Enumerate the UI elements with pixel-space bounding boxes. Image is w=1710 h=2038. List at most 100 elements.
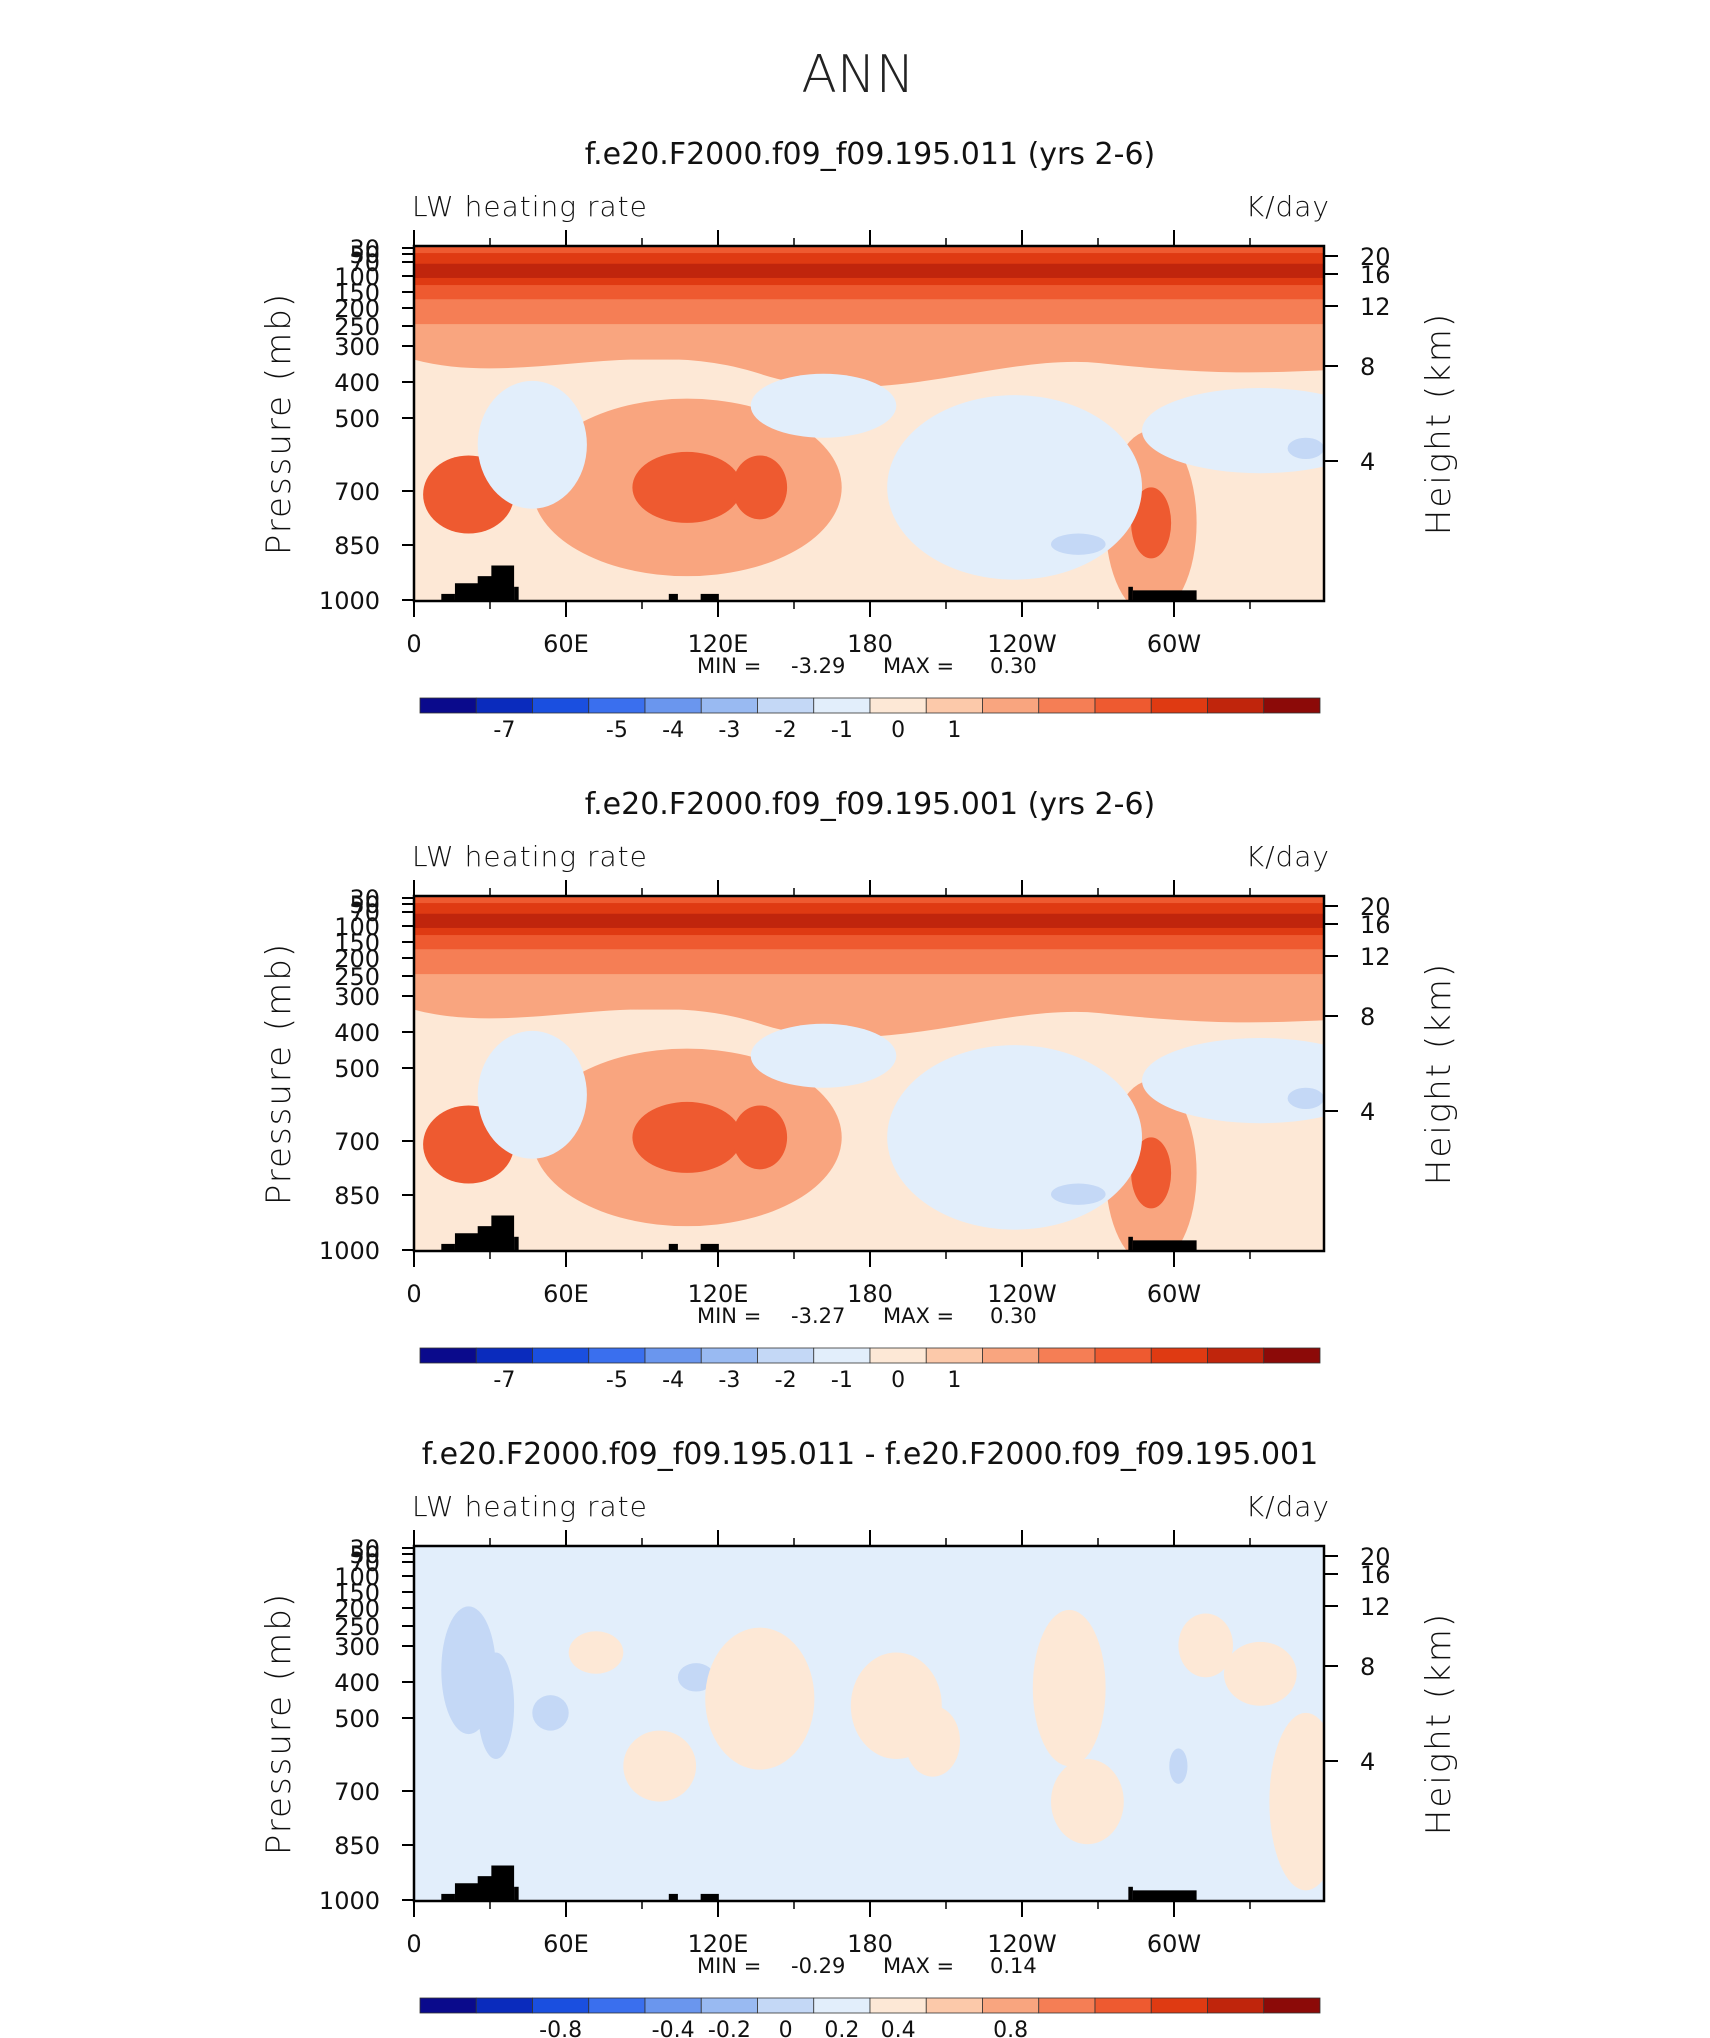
colorbar-label: -0.2 [708,2018,751,2038]
y-axis-title: Pressure (mb) [259,1592,299,1855]
contour-fill [1131,1137,1172,1209]
x-tick-label: 180 [847,630,893,658]
x-tick-label: 0 [406,630,421,658]
terrain-mask [441,1243,455,1251]
contour-fill [1269,1712,1324,1891]
terrain-mask [1128,1886,1133,1901]
colorbar-label: -1 [831,718,853,743]
contour-fill [1287,1087,1324,1109]
contour-field [414,246,1324,601]
colorbar-label: -7 [493,718,515,743]
colorbar-swatch [700,697,758,714]
colorbar-swatch [757,1997,815,2014]
y-tick-label: 150 [334,929,380,957]
y-right-axis-title: Height (km) [1419,962,1459,1185]
y-tick-label: 700 [334,1128,380,1156]
x-tick-label: 120E [688,630,749,658]
terrain-mask [514,1886,519,1901]
terrain-mask [700,593,719,601]
y-right-tick-label: 20 [1360,1543,1391,1571]
colorbar-swatch [1207,697,1265,714]
colorbar-label: -4 [662,1368,684,1393]
y-tick-label: 700 [334,1778,380,1806]
contour-fill [1223,1641,1297,1706]
y-right-tick-label: 16 [1360,1561,1391,1589]
min-value: -0.29 [791,1954,845,1978]
colorbar-swatch [982,697,1040,714]
contour-fill [732,1105,788,1170]
y-right-tick-label: 16 [1360,911,1391,939]
y-right-tick-label: 12 [1360,293,1391,321]
chart-panel-3: f.e20.F2000.f09_f09.195.011 - f.e20.F200… [259,1437,1459,2038]
colorbar-swatch [532,697,590,714]
y-right-tick-label: 16 [1360,261,1391,289]
contour-fill [1142,388,1324,474]
colorbar-swatch [982,1997,1040,2014]
figure-title: ANN [801,45,914,105]
min-label: MIN = [697,654,761,678]
y-tick-label: 200 [334,945,380,973]
colorbar-swatch [419,1347,477,1364]
contour-fill [887,395,1142,580]
colorbar-swatch [1038,1997,1096,2014]
y-tick-label: 70 [349,899,380,927]
terrain-mask [1132,1890,1197,1901]
y-right-tick-label: 12 [1360,943,1391,971]
colorbar-swatch [925,1997,983,2014]
y-tick-label: 50 [349,891,380,919]
y-tick-label: 30 [349,1535,380,1563]
units-label: K/day [1246,1490,1330,1523]
colorbar-label: -0.4 [652,2018,695,2038]
chart-panel-2: f.e20.F2000.f09_f09.195.001 (yrs 2-6) LW … [259,787,1459,1393]
colorbar-label: 1 [947,1368,961,1393]
y-axis-title: Pressure (mb) [259,942,299,1205]
y-tick-label: 500 [334,1705,380,1733]
colorbar-swatch [813,1997,871,2014]
y-tick-label: 300 [334,1633,380,1661]
y-tick-label: 700 [334,478,380,506]
y-tick-label: 100 [334,1563,380,1591]
colorbar-label: 0 [891,1368,905,1393]
max-label: MAX = [883,1304,954,1328]
colorbar-swatch [757,1347,815,1364]
contour-fill [477,380,587,509]
contour-band [414,352,1324,388]
terrain-mask [1132,1240,1197,1251]
x-tick-label: 120E [688,1280,749,1308]
y-tick-label: 500 [334,405,380,433]
colorbar-swatch [700,1347,758,1364]
colorbar-label: 0 [779,2018,793,2038]
contour-fill [568,1631,624,1674]
y-tick-label: 300 [334,333,380,361]
y-right-axis-title: Height (km) [1419,1612,1459,1835]
colorbar-label: 0.4 [881,2018,916,2038]
contour-fill [705,1627,815,1770]
colorbar-label: -2 [775,718,797,743]
contour-band [414,913,1324,928]
contour-fill [677,1663,715,1692]
y-tick-label: 70 [349,249,380,277]
colorbar-swatch [1263,697,1321,714]
y-tick-label: 850 [334,1832,380,1860]
contour-band [414,263,1324,278]
colorbar-swatch [757,697,815,714]
colorbar-label: -3 [718,718,740,743]
y-right-tick-label: 8 [1360,353,1375,381]
min-label: MIN = [697,1954,761,1978]
colorbar-label: -3 [718,1368,740,1393]
colorbar-label: -0.8 [539,2018,582,2038]
y-tick-label: 150 [334,279,380,307]
terrain-mask [1128,586,1133,601]
colorbar-swatch [644,697,702,714]
x-tick-label: 0 [406,1280,421,1308]
colorbar-swatch [419,697,477,714]
terrain-mask [1132,590,1197,601]
colorbar-swatch [532,1997,590,2014]
colorbar-swatch [588,1347,646,1364]
y-tick-label: 1000 [319,1887,380,1915]
colorbar-swatch [813,697,871,714]
colorbar-swatch [925,697,983,714]
x-tick-label: 60E [543,1930,589,1958]
contour-fill [1051,533,1106,555]
y-tick-label: 30 [349,885,380,913]
